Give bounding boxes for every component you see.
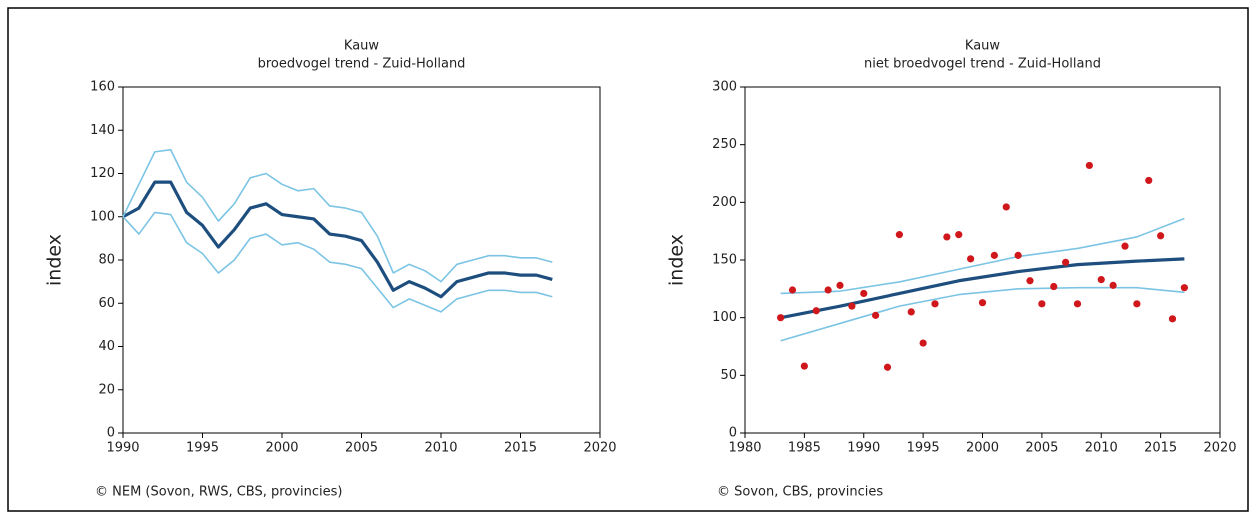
point — [777, 314, 785, 322]
x-tick-label: 1995 — [907, 441, 940, 456]
source: © NEM (Sovon, RWS, CBS, provincies) — [95, 485, 342, 500]
confidence-line — [780, 217, 1185, 295]
y-axis-label: index — [44, 234, 66, 286]
point — [955, 231, 963, 239]
point — [1073, 300, 1082, 308]
y-tick-label: 60 — [98, 296, 115, 311]
point — [1038, 300, 1046, 308]
point — [836, 281, 844, 289]
point — [1085, 161, 1093, 170]
confidence-line — [780, 286, 1185, 342]
point — [967, 255, 975, 263]
y-axis-label: index — [666, 234, 688, 286]
x-tick-label: 1990 — [106, 441, 139, 456]
x-tick-label: 2020 — [583, 441, 616, 456]
y-tick-label: 300 — [712, 80, 737, 95]
y-tick-label: 150 — [712, 253, 737, 268]
point — [788, 286, 797, 294]
point — [978, 299, 987, 307]
point — [872, 311, 880, 319]
x-tick-label: 2015 — [504, 441, 537, 456]
point — [1180, 284, 1188, 292]
x-tick-label: 2010 — [1085, 441, 1118, 456]
confidence-line — [122, 148, 553, 283]
y-tick-label: 120 — [90, 166, 115, 181]
point — [1097, 276, 1105, 284]
x-tick-label: 2020 — [1203, 441, 1236, 456]
frame — [7, 7, 1249, 512]
point — [1133, 300, 1141, 308]
point — [1168, 315, 1177, 323]
x-tick-label: 2000 — [265, 441, 298, 456]
y-tick-label: 40 — [98, 339, 115, 354]
x-tick-label: 1980 — [728, 441, 761, 456]
y-tick-label: 160 — [90, 80, 115, 95]
y-tick-label: 50 — [720, 368, 737, 383]
x-tick-label: 1990 — [847, 441, 880, 456]
point — [848, 302, 856, 310]
point — [800, 362, 808, 370]
y-tick-label: 0 — [107, 426, 115, 441]
y-tick-label: 250 — [712, 137, 737, 152]
x-tick-label: 2010 — [424, 441, 457, 456]
source: © Sovon, CBS, provincies — [717, 485, 883, 500]
y-tick-label: 200 — [712, 195, 737, 210]
point — [860, 289, 868, 298]
point — [990, 251, 998, 259]
point — [1014, 251, 1022, 259]
y-tick-label: 100 — [712, 310, 737, 325]
x-tick-label: 2005 — [345, 441, 378, 456]
point — [1109, 281, 1117, 289]
point — [943, 233, 951, 241]
point — [824, 286, 832, 294]
x-tick-label: 1985 — [788, 441, 821, 456]
confidence-line — [122, 211, 553, 313]
point — [1157, 232, 1165, 240]
y-tick-label: 0 — [729, 426, 737, 441]
chart-subtitle: niet broedvogel trend - Zuid-Holland — [864, 57, 1101, 72]
point — [1121, 242, 1129, 250]
x-tick-label: 2015 — [1144, 441, 1177, 456]
trend-line — [122, 180, 553, 299]
x-tick-label: 1995 — [186, 441, 219, 456]
point — [812, 307, 820, 315]
y-tick-label: 20 — [98, 382, 115, 397]
y-tick-label: 140 — [90, 123, 115, 138]
point — [1145, 176, 1153, 185]
y-tick-label: 80 — [98, 253, 115, 268]
x-tick-label: 2000 — [966, 441, 999, 456]
point — [1062, 258, 1070, 266]
chart-title: Kauw — [965, 39, 1001, 54]
point — [1026, 277, 1034, 285]
point — [1050, 282, 1058, 291]
point — [883, 363, 892, 371]
point — [919, 339, 927, 347]
point — [931, 300, 939, 308]
point — [895, 231, 903, 239]
chart-subtitle: broedvogel trend - Zuid-Holland — [258, 57, 466, 72]
point — [907, 308, 915, 316]
point — [1002, 203, 1010, 211]
chart-title: Kauw — [344, 39, 380, 54]
x-tick-label: 2005 — [1025, 441, 1058, 456]
y-tick-label: 100 — [90, 209, 115, 224]
